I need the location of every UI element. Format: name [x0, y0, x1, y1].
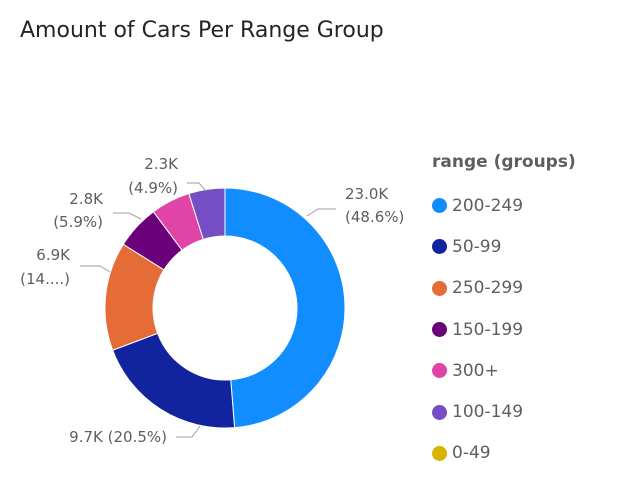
- legend-swatch: [432, 404, 447, 420]
- data-label-250-299: 6.9K: [36, 246, 71, 264]
- slice-100-149[interactable]: [188, 187, 226, 240]
- data-label-150-199: (5.9%): [53, 213, 103, 231]
- data-label-250-299: (14....): [20, 270, 70, 288]
- slice-200-249[interactable]: [224, 187, 346, 429]
- legend: range (groups) 200-249 50-99 250-299 150-19…: [432, 152, 576, 474]
- data-label-100-149: (4.9%): [128, 179, 178, 197]
- leader-line-150-199: [113, 212, 142, 220]
- leader-line-100-149: [187, 182, 207, 192]
- data-label-200-249: 23.0K: [345, 185, 389, 203]
- leader-line-50-99: [176, 425, 201, 438]
- leader-line-200-249: [306, 208, 336, 217]
- legend-item-150-199[interactable]: 150-199: [432, 309, 576, 350]
- slice-50-99[interactable]: [112, 332, 236, 429]
- legend-swatch: [432, 198, 447, 214]
- legend-title: range (groups): [432, 152, 576, 172]
- data-label-100-149: 2.3K: [144, 155, 179, 173]
- legend-swatch: [432, 363, 447, 379]
- legend-item-200-249[interactable]: 200-249: [432, 185, 576, 226]
- legend-label: 250-299: [452, 278, 524, 299]
- legend-label: 150-199: [452, 319, 524, 340]
- legend-label: 100-149: [452, 402, 524, 423]
- legend-swatch: [432, 322, 447, 338]
- legend-item-100-149[interactable]: 100-149: [432, 391, 576, 432]
- legend-swatch: [432, 239, 447, 255]
- legend-item-250-299[interactable]: 250-299: [432, 268, 576, 309]
- data-label-50-99: 9.7K (20.5%): [69, 428, 167, 446]
- legend-label: 0-49: [452, 443, 491, 464]
- chart-title: Amount of Cars Per Range Group: [20, 18, 384, 43]
- legend-swatch: [432, 445, 447, 461]
- legend-label: 200-249: [452, 195, 524, 216]
- data-label-200-249: (48.6%): [345, 208, 404, 226]
- legend-item-50-99[interactable]: 50-99: [432, 226, 576, 267]
- legend-label: 50-99: [452, 236, 502, 257]
- legend-item-0-49[interactable]: 0-49: [432, 433, 576, 474]
- legend-label: 300+: [452, 360, 499, 381]
- leader-line-250-299: [80, 265, 111, 273]
- legend-swatch: [432, 280, 447, 296]
- legend-item-300+[interactable]: 300+: [432, 350, 576, 391]
- data-label-150-199: 2.8K: [69, 190, 104, 208]
